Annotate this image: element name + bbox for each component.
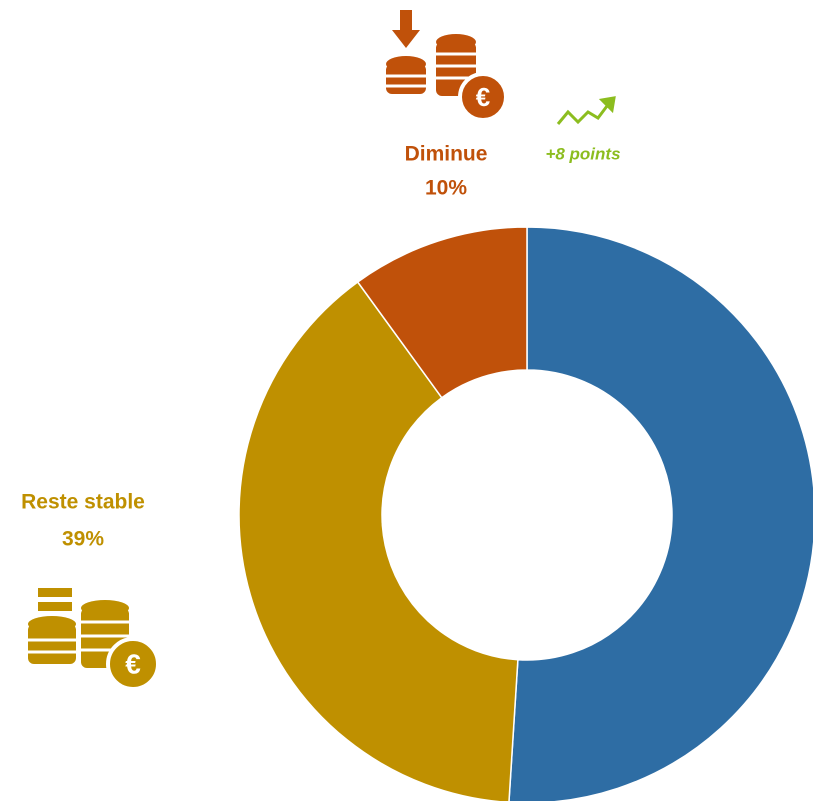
- donut-segment: [238, 280, 519, 801]
- annotation: +8 points: [545, 144, 620, 163]
- svg-text:€: €: [125, 648, 141, 679]
- icon-decrease: €: [386, 10, 508, 122]
- value-label: 10%: [425, 177, 467, 200]
- category-label: Diminue: [405, 143, 488, 166]
- svg-text:€: €: [476, 82, 490, 112]
- icon-trend: [556, 96, 616, 125]
- value-label: 39%: [62, 528, 104, 551]
- category-label: Reste stable: [21, 491, 145, 514]
- icon-stable: €: [28, 588, 160, 691]
- donut-segment: [356, 226, 528, 399]
- donut-segment: [508, 226, 813, 801]
